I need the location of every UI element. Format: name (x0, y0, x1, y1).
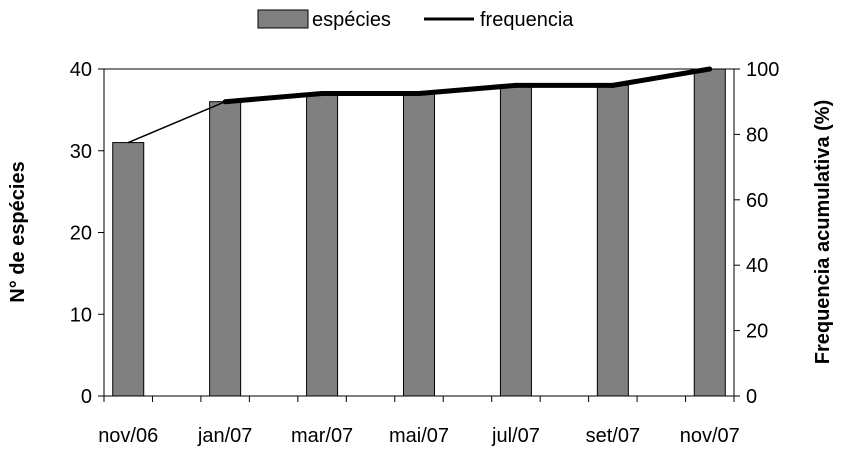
left-tick-label: 0 (81, 386, 92, 408)
bar (596, 84, 629, 397)
legend-label-frequencia: frequencia (480, 9, 574, 31)
left-tick-label: 30 (70, 141, 92, 163)
x-axis: nov/06 jan/07 mar/07 mai/07 jul/07 set/07 nov/… (98, 396, 740, 447)
x-tick-label: set/07 (586, 425, 640, 447)
bars (112, 68, 726, 397)
right-tick-label: 100 (746, 59, 779, 81)
line-segment (610, 66, 713, 88)
bar (306, 93, 339, 397)
x-tick-label: mar/07 (291, 425, 353, 447)
right-tick-label: 40 (746, 255, 768, 277)
legend-label-especies: espécies (312, 9, 391, 31)
x-tick-label: mai/07 (389, 425, 449, 447)
bar (499, 84, 532, 397)
line-segment (127, 100, 226, 144)
line-segment (222, 91, 325, 105)
right-tick-label: 20 (746, 321, 768, 343)
left-axis: 0 10 20 30 40 (70, 59, 104, 408)
line-segment (416, 82, 519, 97)
bar (402, 93, 436, 397)
left-tick-label: 40 (70, 59, 92, 81)
right-tick-label: 80 (746, 124, 768, 146)
y2-axis-title: Frequencia acumulativa (%) (812, 100, 834, 365)
right-tick-label: 0 (746, 386, 757, 408)
right-axis: 0 20 40 60 80 100 (734, 59, 779, 408)
x-tick-label: nov/07 (680, 425, 740, 447)
bar (112, 142, 145, 397)
left-tick-label: 10 (70, 304, 92, 326)
left-tick-label: 20 (70, 223, 92, 245)
x-tick-label: jan/07 (197, 425, 253, 447)
x-tick-label: jul/07 (491, 425, 540, 447)
x-tick-label: nov/06 (98, 425, 158, 447)
legend-swatch-especies (257, 9, 309, 29)
right-tick-label: 60 (746, 190, 768, 212)
legend: espécies frequencia (257, 9, 574, 31)
bar (209, 101, 242, 397)
bar (693, 68, 726, 397)
frequency-line (127, 66, 713, 144)
y-axis-title: N° de espécies (7, 161, 29, 302)
